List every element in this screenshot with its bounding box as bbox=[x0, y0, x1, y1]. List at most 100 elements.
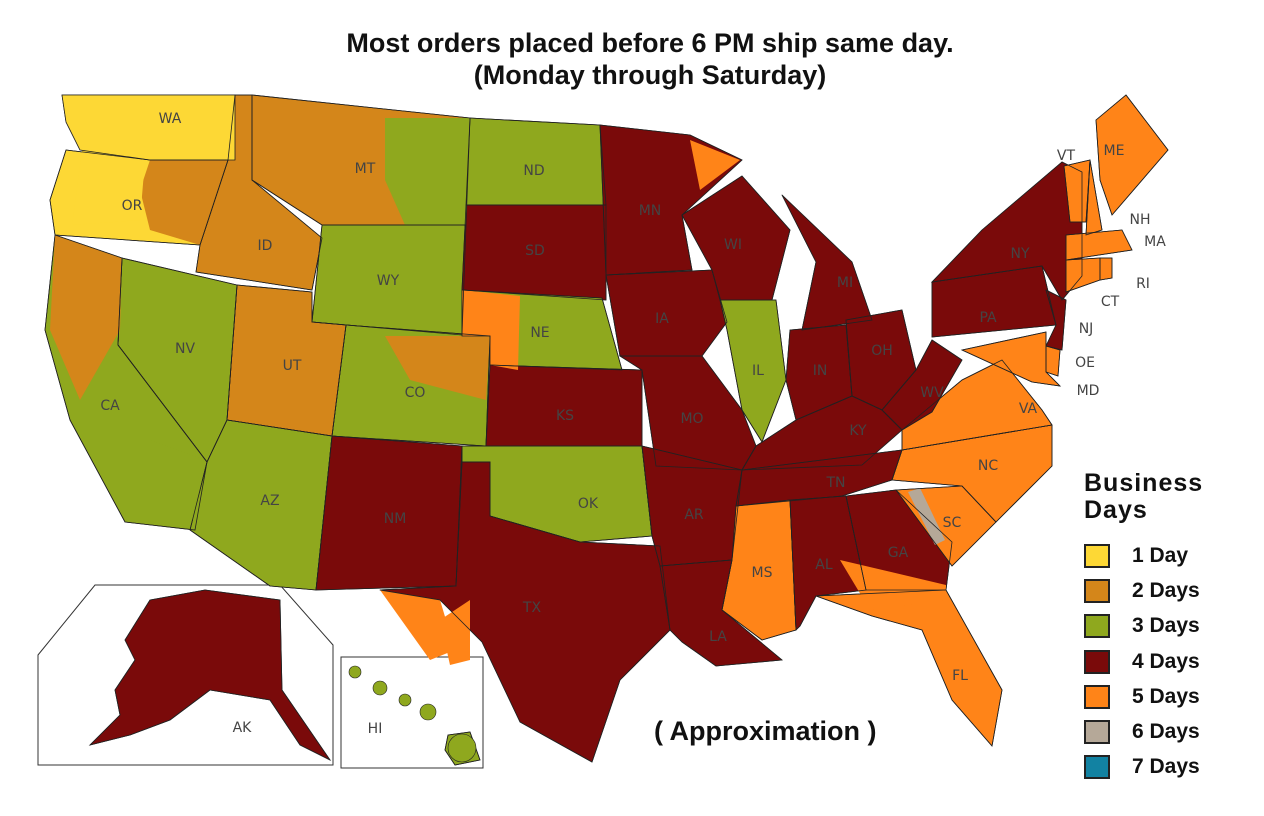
state-label: OR bbox=[122, 198, 143, 214]
state-label: AL bbox=[815, 557, 833, 573]
state-border bbox=[1065, 229, 1133, 261]
state-label: WV bbox=[920, 385, 944, 401]
state-ct[interactable] bbox=[1065, 257, 1101, 293]
legend-label: 5 Days bbox=[1132, 684, 1200, 708]
hawaii-island bbox=[398, 693, 412, 707]
legend-label: 1 Day bbox=[1132, 543, 1189, 567]
state-oe[interactable] bbox=[1045, 345, 1061, 377]
state-border bbox=[1095, 94, 1169, 216]
state-border bbox=[461, 204, 607, 301]
state-label: IN bbox=[813, 363, 828, 379]
legend-title-line-1: Business bbox=[1084, 469, 1204, 497]
legend-item: 2 Days bbox=[1084, 573, 1203, 608]
state-label: GA bbox=[888, 545, 909, 561]
state-label: ID bbox=[258, 238, 273, 254]
state-border bbox=[1063, 159, 1091, 223]
state-label: NH bbox=[1130, 212, 1151, 228]
state-label: VA bbox=[1019, 401, 1038, 417]
state-label: NY bbox=[1010, 246, 1029, 262]
state-label: MA bbox=[1144, 234, 1166, 250]
state-label: RI bbox=[1136, 276, 1150, 292]
legend-item: 6 Days bbox=[1084, 714, 1203, 749]
legend-swatch bbox=[1084, 649, 1110, 674]
state-label: AZ bbox=[260, 493, 279, 509]
hawaii-island bbox=[372, 680, 388, 696]
legend-item: 1 Day bbox=[1084, 538, 1203, 573]
state-label: NE bbox=[530, 325, 549, 341]
state-label: MI bbox=[837, 275, 853, 291]
state-border bbox=[901, 359, 1053, 451]
region-patch bbox=[908, 488, 945, 545]
state-label: IA bbox=[655, 311, 669, 327]
state-border bbox=[379, 461, 671, 763]
state-label: MT bbox=[355, 161, 376, 177]
state-label: WY bbox=[377, 273, 400, 289]
region-patch bbox=[462, 290, 520, 370]
state-label: MO bbox=[680, 411, 703, 427]
state-label: CT bbox=[1101, 294, 1120, 310]
legend-swatch bbox=[1084, 578, 1110, 603]
state-label: ME bbox=[1104, 143, 1125, 159]
state-label: LA bbox=[709, 629, 727, 645]
state-label: KY bbox=[849, 423, 867, 439]
state-label: MS bbox=[752, 565, 773, 581]
region-patch bbox=[385, 118, 470, 225]
state-label: OK bbox=[578, 496, 599, 512]
legend-item: 5 Days bbox=[1084, 679, 1203, 714]
region-patch bbox=[50, 235, 122, 400]
region-patch bbox=[150, 440, 205, 520]
state-nd[interactable] bbox=[465, 117, 607, 206]
legend-swatch bbox=[1084, 543, 1110, 568]
region-patch bbox=[690, 140, 740, 190]
state-label: VT bbox=[1057, 148, 1076, 164]
state-label: TN bbox=[825, 475, 845, 491]
state-border bbox=[845, 489, 953, 591]
hawaii-island bbox=[348, 665, 362, 679]
map-title-line-1: Most orders placed before 6 PM ship same… bbox=[346, 28, 954, 58]
legend-item: 3 Days bbox=[1084, 609, 1203, 644]
state-label: UT bbox=[283, 358, 302, 374]
region-patch bbox=[62, 95, 235, 160]
legend-label: 3 Days bbox=[1132, 614, 1200, 638]
legend-title-line-2: Days bbox=[1084, 496, 1148, 524]
legend: Business Days 1 Day 2 Days 3 Days 4 Days 5 D… bbox=[1084, 470, 1203, 785]
legend-label: 6 Days bbox=[1132, 720, 1200, 744]
state-label: SD bbox=[525, 243, 545, 259]
state-label: OE bbox=[1075, 355, 1095, 371]
state-ri[interactable] bbox=[1099, 257, 1113, 281]
state-label: NJ bbox=[1079, 321, 1094, 337]
state-label: TX bbox=[522, 600, 542, 616]
state-label: FL bbox=[952, 668, 968, 684]
hawaii-island bbox=[447, 733, 477, 763]
region-patch bbox=[140, 160, 228, 245]
legend-label: 4 Days bbox=[1132, 649, 1200, 673]
legend-swatch bbox=[1084, 720, 1110, 745]
region-patch bbox=[380, 590, 455, 660]
state-label: IL bbox=[752, 363, 764, 379]
state-border bbox=[1099, 257, 1113, 281]
state-border bbox=[781, 194, 873, 331]
state-label: NM bbox=[384, 511, 407, 527]
legend-title: Business Days bbox=[1084, 470, 1203, 524]
state-ks[interactable] bbox=[485, 364, 643, 447]
legend-item: 4 Days bbox=[1084, 644, 1203, 679]
map-title-line-2: (Monday through Saturday) bbox=[473, 60, 827, 90]
state-label: HI bbox=[368, 721, 383, 737]
state-border bbox=[444, 731, 481, 766]
state-border bbox=[881, 339, 963, 431]
region-patch bbox=[385, 336, 490, 400]
state-label: NC bbox=[978, 458, 998, 474]
legend-item: 7 Days bbox=[1084, 750, 1203, 785]
state-label: OH bbox=[871, 343, 893, 359]
state-label: ND bbox=[523, 163, 544, 179]
state-label: AK bbox=[233, 720, 253, 736]
state-mi[interactable] bbox=[781, 194, 873, 331]
state-label: WI bbox=[724, 237, 742, 253]
region-patch bbox=[72, 150, 145, 225]
state-border bbox=[815, 589, 1003, 747]
state-label: CA bbox=[100, 398, 120, 414]
legend-label: 2 Days bbox=[1132, 578, 1200, 602]
state-label: MN bbox=[639, 203, 662, 219]
state-label: CO bbox=[405, 385, 426, 401]
